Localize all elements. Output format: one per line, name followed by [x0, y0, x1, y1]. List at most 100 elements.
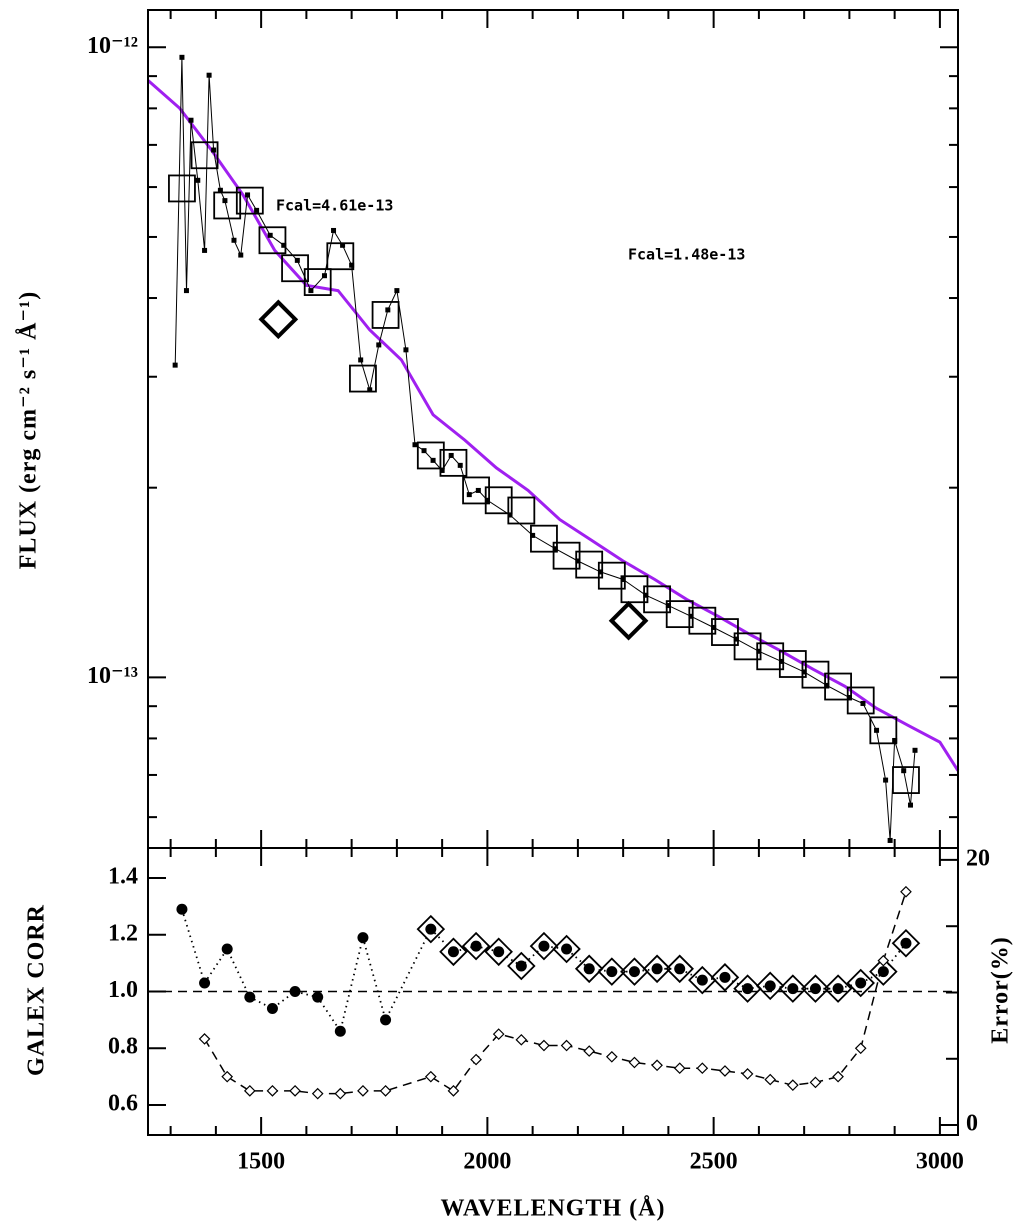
diamond-marker	[642, 954, 672, 984]
box-marker	[258, 226, 287, 255]
square-marker	[552, 546, 558, 552]
box-marker	[213, 191, 242, 220]
diamond-marker	[289, 1085, 301, 1097]
circle-marker	[787, 983, 799, 995]
diamond-marker	[710, 963, 740, 992]
square-marker	[211, 147, 217, 153]
square-marker	[179, 54, 185, 60]
circle-marker	[312, 991, 324, 1003]
diamond-marker	[379, 1085, 392, 1097]
square-marker	[598, 569, 604, 575]
y-tick-label: 10⁻¹³	[87, 663, 138, 689]
square-marker	[349, 262, 355, 268]
diamond-marker	[608, 600, 649, 641]
y-axis-label: GALEX CORR	[24, 904, 50, 1076]
square-marker	[530, 532, 536, 538]
diamond-marker	[266, 1085, 279, 1097]
circle-marker	[583, 963, 595, 975]
y-tick-label: 1.2	[108, 920, 138, 946]
diamond-marker	[846, 968, 875, 998]
x-tick-label: 2000	[463, 1149, 511, 1175]
square-marker	[202, 247, 208, 253]
square-marker	[267, 232, 273, 238]
square-marker	[195, 177, 201, 183]
annotation: Fcal=1.48e-13	[628, 246, 745, 264]
circle-marker	[380, 1014, 392, 1026]
square-marker	[222, 198, 228, 204]
square-marker	[183, 288, 189, 294]
circle-marker	[696, 974, 708, 986]
circle-marker	[651, 963, 663, 975]
square-marker	[448, 452, 454, 458]
diamond-marker	[741, 1068, 754, 1080]
diamond-marker	[334, 1087, 347, 1100]
box-marker	[846, 686, 875, 715]
square-marker	[188, 117, 194, 123]
y-tick-label: 1.4	[108, 864, 138, 890]
square-marker	[779, 658, 785, 664]
diamond-marker	[357, 1085, 369, 1097]
box-marker	[462, 476, 490, 505]
diamond-marker	[854, 1042, 867, 1055]
circle-marker	[764, 980, 776, 992]
square-marker	[403, 347, 409, 353]
diamond-marker	[620, 957, 649, 986]
box-marker	[349, 364, 377, 393]
square-marker	[340, 242, 346, 248]
diamond-marker	[900, 885, 912, 898]
box-marker	[303, 268, 332, 296]
diamond-marker	[688, 965, 717, 995]
diamond-marker	[492, 1028, 505, 1040]
square-marker	[439, 467, 445, 473]
x-tick-label: 2500	[690, 1149, 738, 1175]
circle-marker	[719, 971, 731, 983]
diamond-marker	[778, 974, 808, 1003]
circle-marker	[357, 932, 369, 944]
diamond-marker	[221, 1070, 234, 1083]
square-marker	[238, 252, 244, 258]
square-marker	[376, 342, 382, 348]
diamond-marker	[665, 954, 694, 984]
square-marker	[801, 669, 807, 675]
x-tick-label: 1500	[237, 1149, 285, 1175]
square-marker	[901, 768, 907, 774]
square-marker	[620, 576, 626, 582]
square-marker	[172, 362, 178, 368]
box-marker	[620, 575, 649, 604]
y-tick-label: 0.6	[108, 1090, 138, 1116]
box-marker	[371, 301, 400, 329]
box-marker	[168, 174, 196, 203]
circle-marker	[425, 923, 437, 935]
diamond-marker	[484, 937, 513, 967]
circle-marker	[515, 960, 527, 972]
diamond-marker	[877, 954, 890, 967]
square-marker	[466, 492, 472, 498]
diamond-marker	[311, 1087, 324, 1100]
circle-marker	[832, 983, 844, 995]
circle-marker	[900, 937, 912, 949]
square-marker	[907, 802, 913, 808]
square-marker	[294, 257, 300, 263]
square-marker	[430, 457, 436, 463]
square-marker	[860, 700, 866, 706]
box-marker	[235, 186, 264, 215]
y-tick-label: 1.0	[108, 977, 138, 1003]
box-marker	[507, 496, 536, 525]
diamond-marker	[696, 1062, 709, 1075]
y2-tick-label: 0	[966, 1111, 978, 1137]
square-marker	[665, 603, 671, 609]
circle-marker	[289, 986, 301, 997]
square-marker	[231, 237, 237, 243]
circle-marker	[606, 966, 618, 978]
square-marker	[733, 636, 739, 642]
box-marker	[484, 486, 513, 515]
box-marker	[688, 606, 717, 635]
square-marker	[892, 737, 898, 743]
diamond-marker	[424, 1070, 437, 1083]
circle-marker	[561, 943, 573, 955]
square-marker	[484, 497, 490, 503]
square-marker	[824, 682, 830, 688]
box-marker	[733, 632, 762, 661]
box-marker	[190, 141, 219, 170]
square-marker	[912, 747, 918, 753]
